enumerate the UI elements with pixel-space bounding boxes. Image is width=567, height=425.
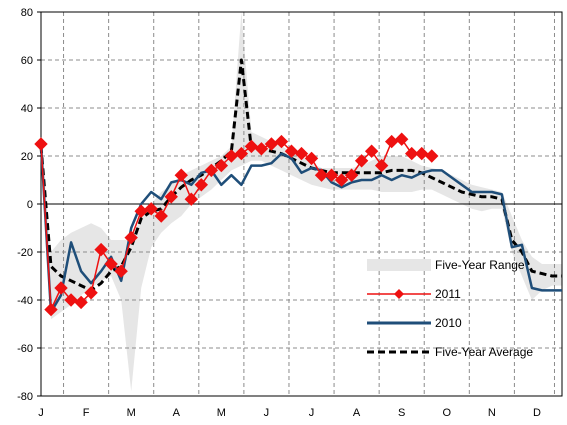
x-tick-label: F — [83, 407, 90, 419]
legend: Five-Year Range 2011 2010 Five-Year Average — [367, 258, 533, 359]
2011-point — [284, 144, 299, 158]
2011-point — [104, 257, 118, 271]
2011-point — [34, 137, 48, 151]
2011-point — [314, 168, 329, 182]
2011-point — [254, 142, 269, 156]
legend-swatch — [367, 259, 431, 271]
2011-point — [144, 202, 158, 216]
2011-point — [334, 173, 349, 187]
y-tick-label: -20 — [17, 247, 33, 259]
y-tick-label: 0 — [27, 199, 33, 211]
legend-label: Five-Year Average — [435, 345, 533, 359]
2011-point — [394, 132, 409, 146]
x-tick-label: A — [353, 407, 361, 419]
2011-point — [374, 158, 389, 173]
five-year-range-band — [41, 12, 562, 392]
range-band-layer — [41, 12, 562, 392]
legend-label: Five-Year Range — [435, 258, 525, 272]
2011-point — [354, 154, 369, 168]
legend-label: 2010 — [435, 316, 462, 330]
2011-point — [415, 146, 429, 161]
x-tick-label: J — [38, 407, 44, 419]
legend-item-2011: 2011 — [367, 287, 461, 301]
y-tick-label: -40 — [17, 295, 33, 307]
series-layer — [34, 58, 562, 317]
x-tick-label: J — [309, 407, 315, 419]
2011-point — [174, 168, 188, 182]
2011-point — [184, 192, 198, 206]
legend-item-five-year-range: Five-Year Range — [367, 258, 525, 272]
2011-point — [94, 242, 108, 257]
2011-point — [164, 190, 178, 204]
x-tick-label: M — [127, 407, 136, 419]
x-tick-label: A — [173, 407, 181, 419]
2011-point — [74, 295, 88, 310]
2011-point — [154, 209, 168, 223]
2011-point — [234, 146, 249, 161]
2011-point — [214, 158, 229, 173]
2011-point — [54, 281, 68, 295]
2011-point — [304, 151, 319, 166]
axes-layer — [40, 11, 563, 397]
y-tick-label: -80 — [17, 391, 33, 403]
legend-marker — [394, 289, 404, 299]
y-tick-label: 80 — [21, 7, 33, 19]
legend-item-2010: 2010 — [367, 316, 462, 330]
y-tick-label: 20 — [21, 151, 33, 163]
y-tick-label: 40 — [21, 103, 33, 115]
2011-point — [384, 134, 399, 149]
x-tick-label: D — [533, 407, 541, 419]
x-tick-label: J — [264, 407, 270, 419]
2011-point — [114, 264, 128, 278]
x-tick-label: O — [442, 407, 451, 419]
2011-point — [344, 168, 359, 182]
2011-point — [364, 144, 379, 158]
legend-item-five-year-average: Five-Year Average — [367, 345, 533, 359]
2011-point — [204, 163, 219, 178]
2011-point — [84, 286, 98, 300]
2011-point — [124, 230, 138, 245]
five-year-average-line — [39, 58, 562, 292]
legend-label: 2011 — [435, 287, 461, 301]
2011-point — [425, 149, 439, 163]
2011-point — [274, 134, 289, 149]
2011-point — [294, 146, 309, 161]
y-tick-label: -60 — [17, 343, 33, 355]
x-tick-label: N — [488, 407, 496, 419]
x-tick-label: S — [398, 407, 405, 419]
y-tick-labels: 80 60 40 20 0 -20 -40 -60 -80 — [17, 7, 41, 403]
2010-line — [39, 143, 562, 314]
2011-point — [64, 293, 78, 307]
2011-point — [405, 146, 419, 161]
2011-point — [324, 168, 339, 182]
x-tick-label: M — [217, 407, 226, 419]
2011-point — [244, 139, 259, 154]
2011-point — [44, 302, 58, 317]
2011-point — [194, 178, 209, 192]
y-tick-label: 60 — [21, 55, 33, 67]
